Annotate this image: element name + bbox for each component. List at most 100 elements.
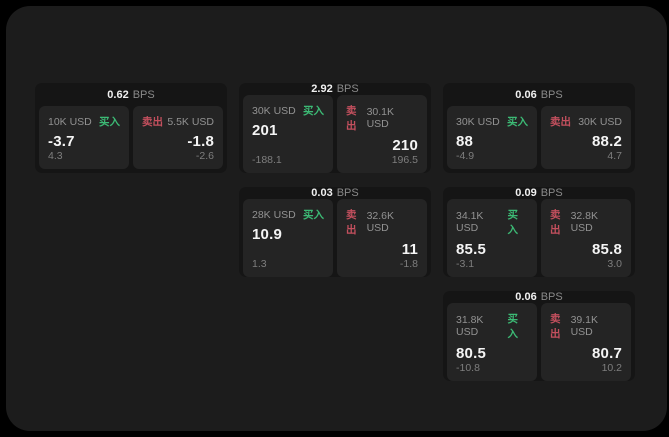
bps-value: 0.03 bbox=[311, 187, 333, 199]
sell-delta: 196.5 bbox=[391, 154, 418, 166]
buy-panel-header: 31.8K USD 买入 bbox=[456, 311, 528, 341]
sell-panel-header: 卖出 32.6K USD bbox=[346, 207, 418, 237]
buy-quote-panel[interactable]: 30K USD 买入 88 -4.9 bbox=[447, 106, 537, 169]
quote-card-body: 30K USD 买入 88 -4.9 卖出 30K USD 88.2 4.7 bbox=[443, 106, 635, 173]
buy-price: 88 bbox=[456, 133, 474, 150]
buy-quote-panel[interactable]: 31.8K USD 买入 80.5 -10.8 bbox=[447, 303, 537, 381]
buy-side-label: 买入 bbox=[507, 313, 518, 340]
sell-amount: 30K USD bbox=[578, 115, 622, 128]
buy-delta: -4.9 bbox=[456, 150, 475, 162]
sell-delta: -1.8 bbox=[399, 258, 418, 270]
sell-amount: 5.5K USD bbox=[167, 115, 214, 128]
sell-side-label: 卖出 bbox=[346, 105, 357, 132]
bps-value: 0.06 bbox=[515, 291, 537, 303]
sell-panel-header: 卖出 32.8K USD bbox=[550, 207, 622, 237]
bps-unit-label: BPS bbox=[540, 88, 563, 101]
buy-side-label: 买入 bbox=[99, 116, 120, 128]
bps-value: 0.06 bbox=[515, 88, 537, 101]
bps-unit-label: BPS bbox=[132, 88, 155, 101]
buy-delta: -188.1 bbox=[252, 154, 282, 166]
sell-quote-panel[interactable]: 卖出 32.8K USD 85.8 3.0 bbox=[541, 199, 631, 277]
sell-price: -1.8 bbox=[187, 133, 214, 150]
main-panel: 0.62 BPS 10K USD 买入 -3.7 4.3 卖出 5.5K USD… bbox=[6, 6, 667, 431]
bps-unit-label: BPS bbox=[540, 291, 563, 303]
buy-delta: 4.3 bbox=[48, 150, 63, 162]
buy-amount: 31.8K USD bbox=[456, 314, 484, 338]
sell-amount: 32.6K USD bbox=[366, 210, 395, 234]
sell-panel-header: 卖出 30K USD bbox=[550, 114, 622, 129]
bps-header: 0.09 BPS bbox=[443, 187, 635, 199]
sell-side-label: 卖出 bbox=[550, 209, 561, 236]
quote-card: 0.09 BPS 34.1K USD 买入 85.5 -3.1 卖出 32.8K… bbox=[443, 187, 635, 277]
sell-side-label: 卖出 bbox=[550, 116, 571, 128]
sell-price: 88.2 bbox=[592, 133, 622, 150]
buy-side-label: 买入 bbox=[507, 209, 518, 236]
bps-header: 0.06 BPS bbox=[443, 291, 635, 303]
buy-panel-header: 34.1K USD 买入 bbox=[456, 207, 528, 237]
buy-amount: 30K USD bbox=[252, 104, 296, 117]
buy-amount: 30K USD bbox=[456, 115, 500, 128]
buy-amount: 28K USD bbox=[252, 208, 296, 221]
quote-card-body: 30K USD 买入 201 -188.1 卖出 30.1K USD 210 1… bbox=[239, 95, 431, 177]
sell-quote-panel[interactable]: 卖出 5.5K USD -1.8 -2.6 bbox=[133, 106, 223, 169]
quote-card: 0.06 BPS 30K USD 买入 88 -4.9 卖出 30K USD 8… bbox=[443, 83, 635, 173]
quote-card-body: 34.1K USD 买入 85.5 -3.1 卖出 32.8K USD 85.8… bbox=[443, 199, 635, 281]
sell-price: 210 bbox=[392, 137, 418, 154]
buy-quote-panel[interactable]: 34.1K USD 买入 85.5 -3.1 bbox=[447, 199, 537, 277]
buy-panel-header: 10K USD 买入 bbox=[48, 114, 120, 129]
sell-quote-panel[interactable]: 卖出 39.1K USD 80.7 10.2 bbox=[541, 303, 631, 381]
sell-price: 80.7 bbox=[592, 345, 622, 362]
bps-header: 0.03 BPS bbox=[239, 187, 431, 199]
sell-side-label: 卖出 bbox=[550, 313, 561, 340]
bps-unit-label: BPS bbox=[336, 83, 359, 95]
quote-card-body: 10K USD 买入 -3.7 4.3 卖出 5.5K USD -1.8 -2.… bbox=[35, 106, 227, 173]
buy-quote-panel[interactable]: 28K USD 买入 10.9 1.3 bbox=[243, 199, 333, 277]
quote-card-grid: 0.62 BPS 10K USD 买入 -3.7 4.3 卖出 5.5K USD… bbox=[35, 83, 635, 381]
buy-quote-panel[interactable]: 10K USD 买入 -3.7 4.3 bbox=[39, 106, 129, 169]
sell-quote-panel[interactable]: 卖出 30.1K USD 210 196.5 bbox=[337, 95, 427, 173]
sell-side-label: 卖出 bbox=[142, 116, 163, 128]
bps-unit-label: BPS bbox=[336, 187, 359, 199]
quote-card: 0.62 BPS 10K USD 买入 -3.7 4.3 卖出 5.5K USD… bbox=[35, 83, 227, 173]
buy-price: 85.5 bbox=[456, 241, 486, 258]
sell-amount: 39.1K USD bbox=[570, 314, 599, 338]
buy-side-label: 买入 bbox=[507, 116, 528, 128]
buy-price: 10.9 bbox=[252, 226, 282, 243]
sell-amount: 32.8K USD bbox=[570, 210, 599, 234]
sell-quote-panel[interactable]: 卖出 32.6K USD 11 -1.8 bbox=[337, 199, 427, 277]
bps-value: 0.62 bbox=[107, 88, 129, 101]
bps-header: 2.92 BPS bbox=[239, 83, 431, 95]
sell-price: 85.8 bbox=[592, 241, 622, 258]
bps-value: 2.92 bbox=[311, 83, 333, 95]
sell-side-label: 卖出 bbox=[346, 209, 357, 236]
bps-unit-label: BPS bbox=[540, 187, 563, 199]
buy-panel-header: 28K USD 买入 bbox=[252, 207, 324, 222]
sell-delta: 4.7 bbox=[607, 150, 622, 162]
buy-amount: 10K USD bbox=[48, 115, 92, 128]
buy-delta: -10.8 bbox=[456, 362, 480, 374]
buy-side-label: 买入 bbox=[303, 105, 324, 117]
quote-card: 2.92 BPS 30K USD 买入 201 -188.1 卖出 30.1K … bbox=[239, 83, 431, 173]
buy-delta: -3.1 bbox=[456, 258, 475, 270]
bps-header: 0.62 BPS bbox=[35, 83, 227, 106]
sell-panel-header: 卖出 5.5K USD bbox=[142, 114, 214, 129]
sell-delta: -2.6 bbox=[195, 150, 214, 162]
buy-quote-panel[interactable]: 30K USD 买入 201 -188.1 bbox=[243, 95, 333, 173]
buy-panel-header: 30K USD 买入 bbox=[252, 103, 324, 118]
bps-header: 0.06 BPS bbox=[443, 83, 635, 106]
buy-delta: 1.3 bbox=[252, 258, 267, 270]
buy-panel-header: 30K USD 买入 bbox=[456, 114, 528, 129]
quote-card: 0.06 BPS 31.8K USD 买入 80.5 -10.8 卖出 39.1… bbox=[443, 291, 635, 381]
buy-price: 80.5 bbox=[456, 345, 486, 362]
buy-price: -3.7 bbox=[48, 133, 75, 150]
sell-delta: 3.0 bbox=[607, 258, 622, 270]
sell-delta: 10.2 bbox=[601, 362, 622, 374]
quote-card-body: 31.8K USD 买入 80.5 -10.8 卖出 39.1K USD 80.… bbox=[443, 303, 635, 385]
buy-side-label: 买入 bbox=[303, 209, 324, 221]
bps-value: 0.09 bbox=[515, 187, 537, 199]
sell-panel-header: 卖出 30.1K USD bbox=[346, 103, 418, 133]
buy-amount: 34.1K USD bbox=[456, 210, 484, 234]
buy-price: 201 bbox=[252, 122, 278, 139]
quote-card: 0.03 BPS 28K USD 买入 10.9 1.3 卖出 32.6K US… bbox=[239, 187, 431, 277]
sell-quote-panel[interactable]: 卖出 30K USD 88.2 4.7 bbox=[541, 106, 631, 169]
